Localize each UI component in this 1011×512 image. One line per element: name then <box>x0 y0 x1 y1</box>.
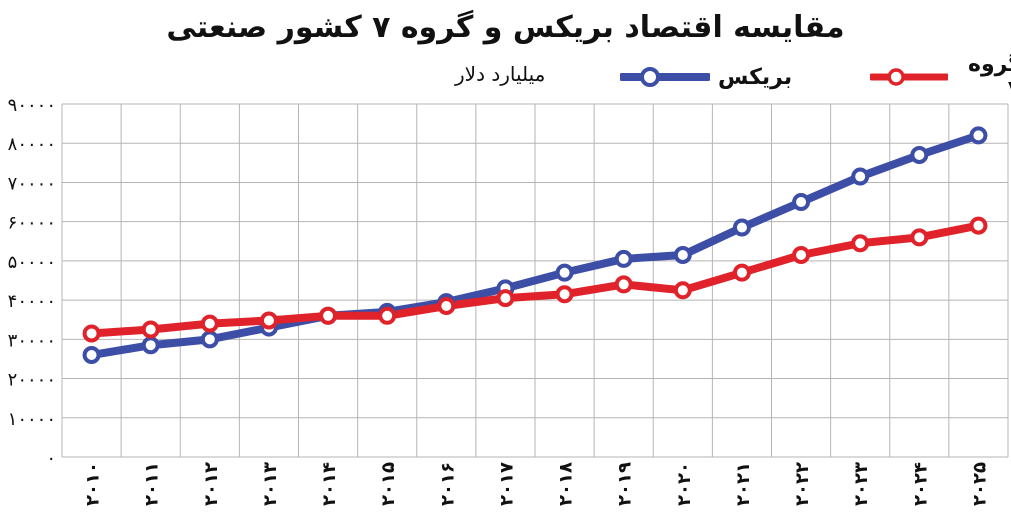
legend-swatch-brics <box>620 67 710 87</box>
y-tick-label: ۲۰۰۰۰ <box>8 370 56 391</box>
data-point-series-0 <box>200 330 219 349</box>
legend-item-brics: بریکس <box>620 62 792 92</box>
data-point-series-1 <box>732 263 751 282</box>
data-point-series-0 <box>673 246 692 265</box>
data-point-series-1 <box>910 228 929 247</box>
data-point-series-1 <box>200 314 219 333</box>
y-tick-label: ۶۰۰۰۰ <box>8 213 56 234</box>
x-tick-label: ۲۰۱۸ <box>556 462 577 506</box>
data-point-series-0 <box>851 167 870 186</box>
data-point-series-1 <box>851 234 870 253</box>
data-point-series-1 <box>673 281 692 300</box>
x-tick-label: ۲۰۱۲ <box>201 462 222 506</box>
y-tick-label: ۳۰۰۰۰ <box>8 330 56 351</box>
data-point-series-0 <box>555 263 574 282</box>
data-point-series-1 <box>141 320 160 339</box>
y-tick-label: ۴۰۰۰۰ <box>8 291 56 312</box>
legend-item-g7: گروه ۷ <box>870 52 1011 102</box>
x-tick-label: ۲۰۲۵ <box>969 462 990 506</box>
data-point-series-1 <box>437 296 456 315</box>
x-tick-label: ۲۰۲۳ <box>851 462 872 506</box>
data-point-series-0 <box>141 336 160 355</box>
y-tick-label: ۵۰۰۰۰ <box>8 252 56 273</box>
data-point-series-1 <box>378 306 397 325</box>
data-point-series-1 <box>969 216 988 235</box>
data-point-series-1 <box>82 324 101 343</box>
data-point-series-0 <box>910 145 929 164</box>
data-point-series-1 <box>614 275 633 294</box>
data-point-series-1 <box>496 289 515 308</box>
data-point-series-1 <box>259 311 278 330</box>
data-point-series-0 <box>732 218 751 237</box>
legend-swatch-g7 <box>870 68 949 86</box>
data-point-series-1 <box>555 285 574 304</box>
x-tick-label: ۲۰۱۶ <box>437 462 458 506</box>
x-tick-label: ۲۰۱۴ <box>319 462 340 506</box>
unit-label: میلیارد دلار <box>455 62 546 86</box>
x-tick-label: ۲۰۱۵ <box>378 462 399 506</box>
data-point-series-0 <box>82 346 101 365</box>
x-tick-label: ۲۰۱۰ <box>83 462 104 506</box>
x-tick-label: ۲۰۲۴ <box>910 462 931 506</box>
data-point-series-0 <box>969 126 988 145</box>
chart-title: مقایسه اقتصاد بریکس و گروه ۷ کشور صنعتی <box>166 10 845 45</box>
x-tick-label: ۲۰۱۳ <box>260 462 281 506</box>
series-line-0 <box>87 131 983 360</box>
y-tick-label: ۸۰۰۰۰ <box>8 134 56 155</box>
x-tick-label: ۲۰۲۱ <box>733 462 754 506</box>
x-tick-label: ۲۰۱۷ <box>496 462 517 506</box>
legend-label-brics: بریکس <box>718 64 793 90</box>
x-tick-label: ۲۰۲۰ <box>674 462 695 506</box>
y-tick-label: ۷۰۰۰۰ <box>8 173 56 194</box>
data-point-series-1 <box>792 246 811 265</box>
y-tick-label: ۹۰۰۰۰ <box>8 95 56 116</box>
series-line-1 <box>87 221 983 338</box>
x-tick-label: ۲۰۱۱ <box>142 462 163 506</box>
legend-label-g7: گروه ۷ <box>967 52 1011 102</box>
data-point-series-0 <box>792 193 811 212</box>
data-point-series-1 <box>319 306 338 325</box>
x-tick-label: ۲۰۱۹ <box>615 462 636 506</box>
y-tick-label: ۱۰۰۰۰ <box>8 409 56 430</box>
y-tick-label: ۰ <box>46 448 56 469</box>
data-point-series-0 <box>614 249 633 268</box>
x-tick-label: ۲۰۲۲ <box>792 462 813 506</box>
